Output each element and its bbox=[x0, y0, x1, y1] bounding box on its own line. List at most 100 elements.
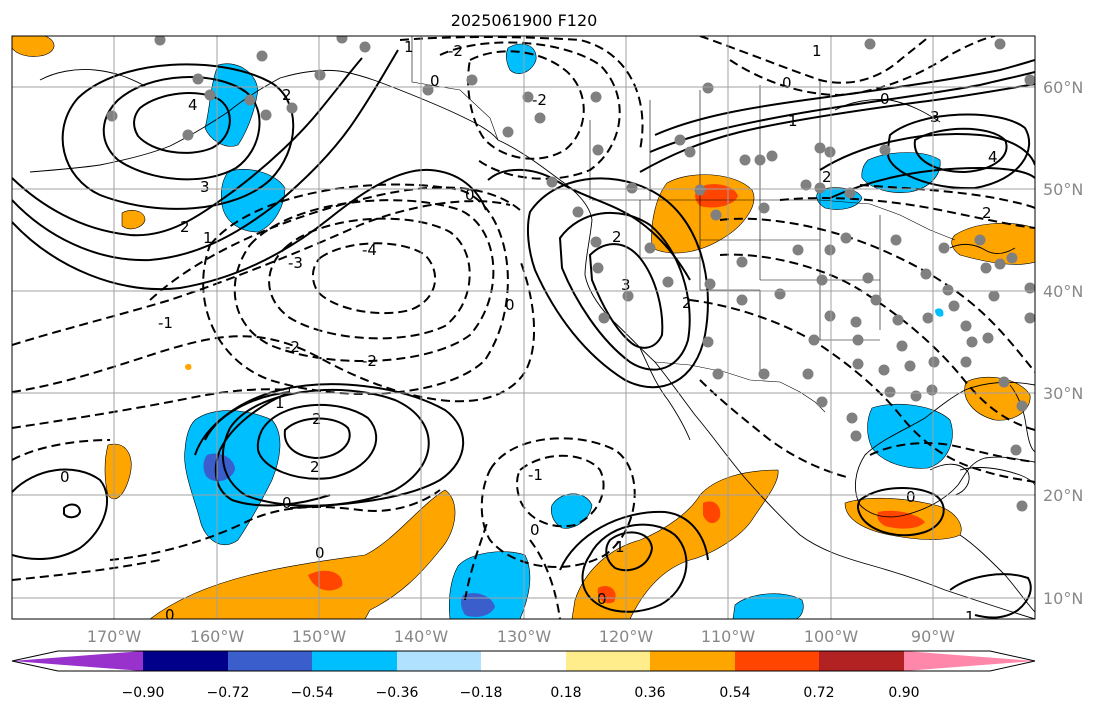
contour-pacific-low-4 bbox=[202, 183, 509, 395]
contour-east-us-trough-1 bbox=[719, 217, 1035, 373]
contour-north-pacific-band-2 bbox=[12, 49, 399, 262]
contour-east-pacific-trough-1 bbox=[516, 454, 605, 528]
colorbar-tick-label: 0.72 bbox=[803, 685, 834, 701]
station-dot bbox=[592, 262, 604, 274]
station-dot bbox=[928, 356, 940, 368]
contour-label: 0 bbox=[530, 521, 540, 539]
station-dot bbox=[994, 38, 1006, 50]
colorbar-tick-label: −0.36 bbox=[376, 685, 419, 701]
station-dot bbox=[736, 294, 748, 306]
contour-pacific-low-3 bbox=[233, 199, 495, 362]
orange-area-northwest-corner bbox=[12, 36, 55, 57]
lat-label: 60°N bbox=[1043, 78, 1083, 97]
lon-label: 140°W bbox=[394, 627, 449, 646]
colorbar-tick-label: 0.90 bbox=[888, 685, 919, 701]
station-dot bbox=[824, 244, 836, 256]
contour-label: 1 bbox=[965, 608, 975, 626]
colorbar: −0.90 −0.72 −0.54 −0.36 −0.18 0.18 0.36 … bbox=[11, 650, 1036, 701]
station-dot bbox=[704, 278, 716, 290]
contour-central-pacific-high-1 bbox=[283, 417, 351, 460]
contour-subtropic-dashed-1 bbox=[12, 439, 111, 461]
colorbar-tick-label: 0.54 bbox=[719, 685, 750, 701]
coastline-yucatan bbox=[929, 463, 970, 496]
lat-label: 50°N bbox=[1043, 180, 1083, 199]
station-dot bbox=[534, 112, 546, 124]
red-area-mexico-pacific-2 bbox=[597, 585, 616, 604]
contour-west-us-ridge-2 bbox=[558, 212, 691, 371]
contour-west-pacific-small-ring bbox=[63, 503, 82, 519]
station-dot bbox=[792, 244, 804, 256]
blue-area-gulf-alaska bbox=[220, 169, 286, 233]
coastline-pacific-north-america bbox=[497, 139, 1035, 619]
contour-label: -1 bbox=[528, 466, 543, 484]
station-dot bbox=[844, 187, 856, 199]
contour-gulf-alaska-trough-1 bbox=[467, 50, 585, 160]
lon-label: 110°W bbox=[701, 627, 756, 646]
colorbar-segment bbox=[819, 651, 904, 671]
colorbar-tick-labels: −0.90 −0.72 −0.54 −0.36 −0.18 0.18 0.36 … bbox=[122, 685, 920, 701]
contour-label: -2 bbox=[362, 352, 377, 370]
latitude-labels: 60°N 50°N 40°N 30°N 20°N 10°N bbox=[1043, 78, 1083, 608]
station-dot bbox=[546, 176, 558, 188]
contour-east-us-trough-5 bbox=[859, 184, 1035, 209]
station-dot bbox=[590, 91, 602, 103]
station-dot bbox=[736, 256, 748, 268]
contour-alaska-ring-outer bbox=[61, 63, 295, 210]
station-dot bbox=[816, 396, 828, 408]
contour-east-us-trough-4 bbox=[779, 197, 1035, 229]
contour-label: 2 bbox=[180, 218, 190, 236]
station-dot bbox=[154, 36, 166, 46]
colorbar-tick-label: 0.18 bbox=[550, 685, 581, 701]
station-dot bbox=[824, 310, 836, 322]
colorbar-segments bbox=[12, 651, 1035, 671]
station-dot bbox=[920, 268, 932, 280]
station-dot bbox=[904, 360, 916, 372]
contour-label: 1 bbox=[788, 112, 798, 130]
contour-east-us-trough-3 bbox=[689, 299, 1035, 483]
station-dot bbox=[644, 242, 656, 254]
contour-label: 0 bbox=[505, 296, 515, 314]
station-dot bbox=[892, 314, 904, 326]
colorbar-segment bbox=[650, 651, 735, 671]
orange-area-aleutian bbox=[121, 210, 146, 230]
coastlines bbox=[29, 69, 1035, 619]
station-dot bbox=[816, 274, 828, 286]
border-us-mexico bbox=[654, 361, 826, 413]
station-dot bbox=[840, 232, 852, 244]
contour-label: 1 bbox=[404, 38, 414, 56]
contour-label: 4 bbox=[188, 96, 198, 114]
contour-pacific-low-inner bbox=[312, 242, 437, 315]
orange-area-hawaii bbox=[185, 363, 192, 370]
station-dot bbox=[592, 144, 604, 156]
lon-label: 130°W bbox=[497, 627, 552, 646]
contour-label: 2 bbox=[982, 204, 992, 222]
station-dot bbox=[1006, 252, 1018, 264]
colorbar-segment bbox=[312, 651, 397, 671]
contours-negative bbox=[12, 36, 1035, 619]
station-dot bbox=[314, 69, 326, 81]
station-dot bbox=[522, 91, 534, 103]
station-dot bbox=[878, 364, 890, 376]
station-dot bbox=[1016, 500, 1028, 512]
shaded-fields bbox=[12, 36, 1035, 619]
contour-label: 0 bbox=[315, 544, 325, 562]
contour-label: 0 bbox=[282, 494, 292, 512]
contour-pacific-low-6 bbox=[12, 200, 511, 346]
station-dot bbox=[852, 358, 864, 370]
contour-label: 3 bbox=[200, 178, 210, 196]
station-dot bbox=[808, 334, 820, 346]
station-dot bbox=[802, 368, 814, 380]
contour-label: 2 bbox=[612, 228, 622, 246]
border-state-lines bbox=[639, 200, 881, 372]
colorbar-outline bbox=[11, 650, 1036, 672]
contour-alaska-ring-inner bbox=[133, 92, 231, 154]
station-dot bbox=[710, 209, 722, 221]
station-dot bbox=[884, 386, 896, 398]
contour-east-canada-outer bbox=[819, 133, 1035, 171]
colorbar-tick-label: 0.36 bbox=[634, 685, 665, 701]
darkblue-area-subtropical-pacific bbox=[460, 593, 495, 617]
contour-pacific-low-5 bbox=[149, 186, 521, 301]
station-dot bbox=[674, 134, 686, 146]
contour-east-pacific-high-3 bbox=[559, 510, 709, 571]
contour-label: -1 bbox=[158, 314, 173, 332]
